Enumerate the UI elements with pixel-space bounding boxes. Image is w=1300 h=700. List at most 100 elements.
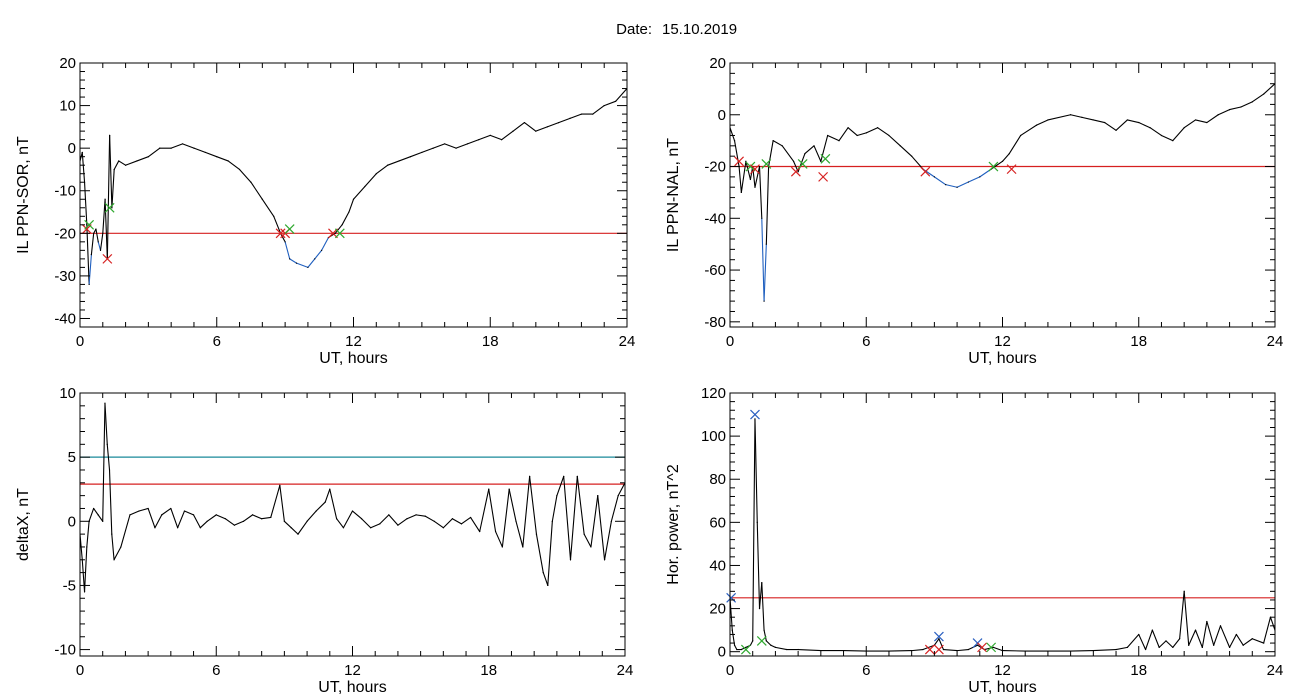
trace-segment — [424, 515, 435, 522]
data-point — [592, 113, 594, 115]
marker-green — [797, 159, 808, 169]
data-point — [387, 164, 389, 166]
x-tick-label: 12 — [994, 662, 1011, 679]
marker-green — [84, 219, 95, 230]
data-point — [113, 168, 115, 171]
data-point — [1165, 640, 1167, 642]
data-point — [104, 198, 106, 200]
data-point — [251, 514, 254, 516]
trace-segment — [888, 134, 901, 147]
data-point — [1138, 121, 1140, 124]
data-point — [120, 546, 122, 548]
data-point — [1219, 625, 1222, 627]
trace-segment — [1165, 640, 1174, 648]
trace-segment — [911, 648, 924, 652]
trace-segment — [199, 520, 208, 529]
trace-segment — [583, 533, 592, 548]
x-tick-label: 12 — [344, 662, 361, 679]
trace-segment — [529, 475, 537, 535]
trace-segment — [270, 484, 281, 518]
data-point — [1138, 633, 1140, 636]
trace-segment — [774, 646, 788, 651]
trace-segment — [147, 147, 161, 158]
trace-segment — [768, 140, 774, 168]
data-point — [306, 520, 308, 522]
trace-segment — [284, 241, 291, 260]
trace-segment — [88, 507, 95, 522]
data-point — [348, 211, 350, 213]
data-point — [838, 140, 840, 142]
trace-segment — [421, 147, 434, 153]
trace-segment — [364, 173, 377, 188]
data-point — [1183, 127, 1185, 129]
marker-stroke — [797, 159, 808, 169]
y-tick-label: -60 — [704, 262, 726, 279]
trace-segment — [813, 145, 822, 162]
trace-segment — [170, 143, 184, 149]
trace-segment — [754, 418, 758, 523]
trace-segment — [592, 105, 605, 115]
trace-segment — [1036, 119, 1049, 126]
y-tick-label: -40 — [54, 310, 76, 327]
data-point — [444, 143, 446, 145]
x-axis-label: UT, hours — [968, 679, 1036, 696]
trace-segment — [877, 127, 890, 137]
trace-segment — [933, 176, 947, 186]
data-point — [111, 207, 113, 209]
trace-segment — [348, 198, 355, 213]
data-point — [1160, 134, 1163, 137]
trace-segment — [86, 520, 90, 548]
figure-title: Date: 15.10.2019 — [616, 21, 737, 38]
marker-red — [920, 166, 931, 177]
data-point — [535, 130, 537, 132]
data-point — [542, 572, 544, 574]
trace-segment — [956, 181, 969, 188]
data-point — [1020, 134, 1022, 137]
data-point — [617, 495, 619, 497]
data-point — [360, 518, 363, 520]
trace-segment — [770, 644, 776, 648]
trace-segment — [1149, 127, 1163, 137]
data-point — [558, 122, 560, 124]
trace-segment — [501, 488, 510, 548]
data-point — [1081, 116, 1083, 118]
marker-blue — [933, 631, 944, 642]
data-point — [250, 181, 252, 183]
data-point — [204, 151, 206, 154]
data-point — [489, 134, 491, 136]
data-point — [283, 520, 285, 522]
data-point — [1240, 106, 1242, 108]
trace-segment — [93, 507, 99, 516]
data-point — [206, 520, 208, 522]
y-tick-label: 20 — [709, 601, 726, 618]
trace-segment — [104, 198, 108, 260]
data-point — [379, 523, 381, 525]
data-point — [763, 629, 765, 631]
trace-segment — [1126, 119, 1140, 124]
trace-segment — [797, 648, 822, 652]
marker-stroke — [920, 166, 931, 177]
trace-segment — [177, 510, 186, 529]
data-point — [515, 520, 517, 522]
x-tick-label: 0 — [76, 333, 84, 350]
marker-red — [734, 156, 745, 167]
data-point — [297, 533, 299, 535]
marker-green — [284, 224, 295, 234]
trace-segment — [838, 127, 849, 142]
trace-segment — [397, 518, 408, 526]
data-point — [415, 514, 417, 516]
trace-segment — [556, 475, 565, 497]
y-tick-label: 10 — [59, 98, 76, 115]
data-point — [261, 198, 263, 200]
data-point — [336, 518, 338, 520]
trace-segment — [206, 514, 217, 522]
data-point — [774, 646, 777, 648]
data-point — [770, 644, 772, 646]
data-point — [1126, 119, 1128, 121]
data-point — [786, 648, 788, 651]
trace-segment — [745, 160, 751, 181]
trace-segment — [361, 518, 372, 529]
series-trace — [730, 83, 1275, 302]
data-point — [523, 122, 526, 124]
